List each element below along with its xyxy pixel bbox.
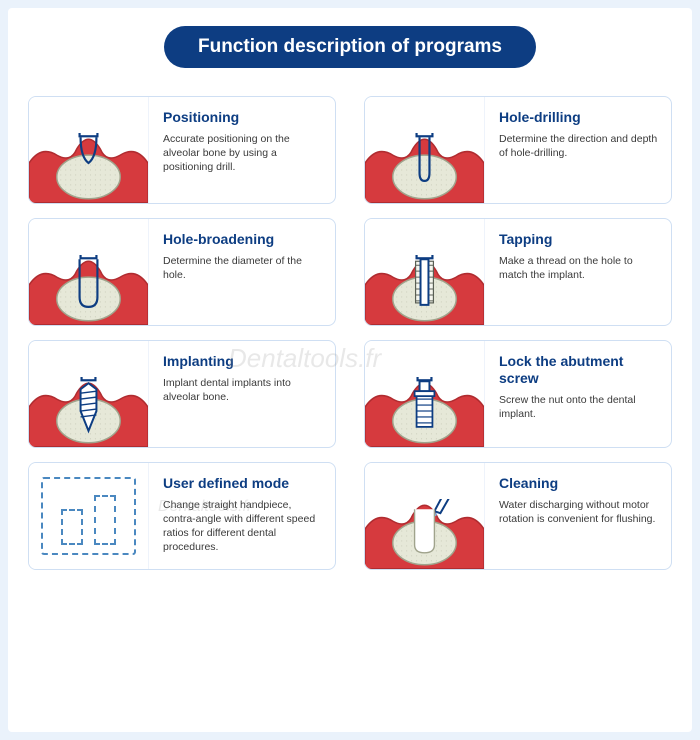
user-mode-text: User defined mode Change straight handpie… <box>149 463 335 569</box>
program-grid: Positioning Accurate positioning on the a… <box>28 96 672 570</box>
hole-broadening-desc: Determine the diameter of the hole. <box>163 254 323 282</box>
hole-drilling-text: Hole-drilling Determine the direction and… <box>485 97 671 203</box>
card-positioning: Positioning Accurate positioning on the a… <box>28 96 336 204</box>
positioning-title: Positioning <box>163 109 323 126</box>
user-mode-illustration <box>29 463 149 569</box>
implanting-illustration <box>29 341 149 447</box>
card-lock-abutment: Lock the abutment screw Screw the nut ont… <box>364 340 672 448</box>
lock-abutment-text: Lock the abutment screw Screw the nut ont… <box>485 341 671 447</box>
page-title: Function description of programs <box>164 26 536 68</box>
user-mode-desc: Change straight handpiece, contra-angle … <box>163 498 323 555</box>
card-hole-broadening: Hole-broadening Determine the diameter of… <box>28 218 336 326</box>
lock-abutment-illustration <box>365 341 485 447</box>
implanting-text: Implanting Implant dental implants into a… <box>149 341 335 447</box>
cleaning-title: Cleaning <box>499 475 659 492</box>
hole-broadening-title: Hole-broadening <box>163 231 323 248</box>
cleaning-illustration <box>365 463 485 569</box>
implanting-desc: Implant dental implants into alveolar bo… <box>163 376 323 404</box>
card-cleaning: Cleaning Water discharging without motor … <box>364 462 672 570</box>
hole-drilling-desc: Determine the direction and depth of hol… <box>499 132 659 160</box>
cleaning-desc: Water discharging without motor rotation… <box>499 498 659 526</box>
tapping-illustration <box>365 219 485 325</box>
hole-broadening-illustration <box>29 219 149 325</box>
lock-abutment-desc: Screw the nut onto the dental implant. <box>499 393 659 421</box>
cleaning-text: Cleaning Water discharging without motor … <box>485 463 671 569</box>
card-tapping: Tapping Make a thread on the hole to matc… <box>364 218 672 326</box>
lock-abutment-title: Lock the abutment screw <box>499 353 659 387</box>
user-mode-title: User defined mode <box>163 475 323 492</box>
card-implanting: Implanting Implant dental implants into a… <box>28 340 336 448</box>
implanting-title: Implanting <box>163 353 323 370</box>
header-wrap: Function description of programs <box>28 26 672 96</box>
hole-broadening-text: Hole-broadening Determine the diameter of… <box>149 219 335 325</box>
positioning-desc: Accurate positioning on the alveolar bon… <box>163 132 323 175</box>
tapping-text: Tapping Make a thread on the hole to matc… <box>485 219 671 325</box>
card-user-mode: User defined mode Change straight handpie… <box>28 462 336 570</box>
hole-drilling-title: Hole-drilling <box>499 109 659 126</box>
tapping-title: Tapping <box>499 231 659 248</box>
hole-drilling-illustration <box>365 97 485 203</box>
content-panel: Function description of programs Positio… <box>8 8 692 732</box>
tapping-desc: Make a thread on the hole to match the i… <box>499 254 659 282</box>
card-hole-drilling: Hole-drilling Determine the direction and… <box>364 96 672 204</box>
positioning-illustration <box>29 97 149 203</box>
positioning-text: Positioning Accurate positioning on the a… <box>149 97 335 203</box>
